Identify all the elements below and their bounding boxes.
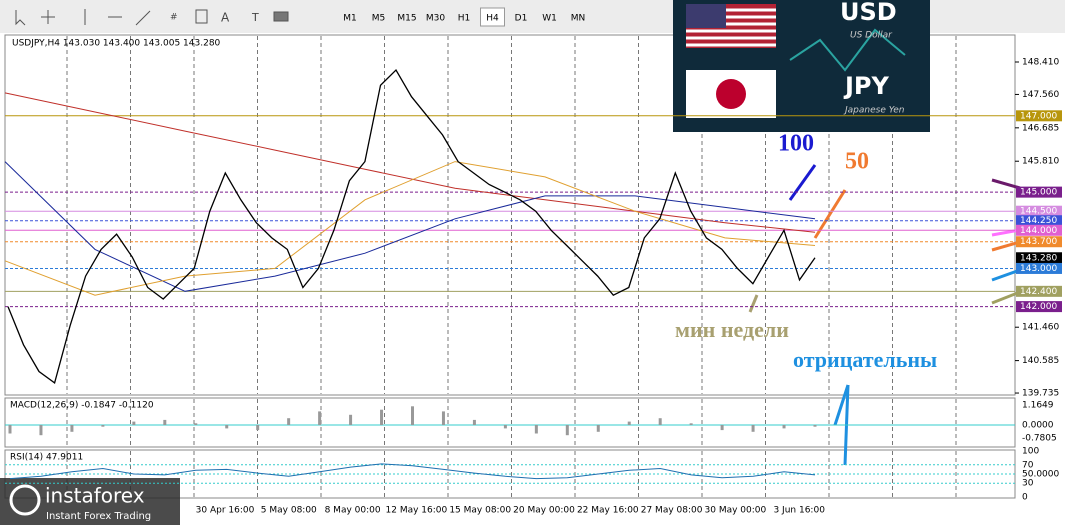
macd-tick-label: 1.1649 — [1022, 401, 1054, 411]
rsi-tick-label: 50.0000 — [1022, 470, 1059, 480]
svg-text:A: A — [221, 11, 230, 25]
ma200-line — [4, 92, 816, 233]
close-line — [7, 68, 816, 384]
price-level-tag — [1016, 224, 1062, 236]
price-level-label: 142.000 — [1020, 302, 1057, 312]
chart-header: USDJPY,H4 143.030 143.400 143.005 143.28… — [12, 39, 221, 49]
annotation-100: 100 — [778, 131, 814, 157]
price-level-label: 144.250 — [1020, 216, 1057, 226]
price-tick-label: 147.560 — [1022, 90, 1059, 100]
price-tick-label: 140.585 — [1022, 356, 1059, 366]
rsi-tick-label: 30 — [1022, 479, 1034, 489]
rsi-line — [9, 463, 816, 480]
price-level-label: 142.400 — [1020, 287, 1057, 297]
price-tick-label: 148.410 — [1022, 58, 1059, 68]
period-active — [480, 7, 505, 27]
price-tick-label: 139.735 — [1022, 389, 1059, 399]
time-label: 30 May 00:00 — [705, 506, 767, 516]
time-label: 20 May 00:00 — [513, 506, 575, 516]
time-label: 15 May 08:00 — [449, 506, 511, 516]
price-tick-label: 146.685 — [1022, 123, 1059, 133]
annotation-weekly-low: мин недели — [675, 317, 789, 342]
price-level-tag — [1016, 236, 1062, 248]
time-label: 30 Apr 16:00 — [196, 506, 255, 516]
logo: instaforex Instant Forex Trading — [0, 478, 180, 525]
period-button[interactable]: M15 — [397, 14, 416, 24]
ma50-line — [4, 161, 816, 296]
price-level-label: 147.000 — [1020, 111, 1057, 121]
logo-tagline: Instant Forex Trading — [46, 511, 151, 522]
period-button[interactable]: H1 — [458, 14, 471, 24]
macd-label: MACD(12,26,9) -0.1847 -0.1120 — [10, 401, 154, 411]
price-level-tag — [1016, 205, 1062, 217]
macd-tick-label: -0.7805 — [1022, 434, 1057, 444]
svg-text:T: T — [251, 11, 259, 24]
quote-name: Japanese Yen — [843, 106, 905, 116]
logo-name: instaforex — [45, 484, 145, 508]
period-button[interactable]: M30 — [426, 14, 445, 24]
ma100-line — [4, 161, 816, 292]
time-label: 27 May 08:00 — [641, 506, 703, 516]
period-button[interactable]: D1 — [515, 14, 528, 24]
time-label: 3 Jun 16:00 — [773, 506, 825, 516]
rsi-tick-label: 0 — [1022, 493, 1028, 503]
price-level-tag — [1016, 301, 1062, 313]
base-code: USD — [840, 0, 897, 26]
price-tick-label: 145.810 — [1022, 157, 1059, 167]
period-button[interactable]: M1 — [343, 14, 357, 24]
price-level-label: 144.000 — [1020, 226, 1057, 236]
price-level-tag — [1016, 186, 1062, 198]
rsi-tick-label: 70 — [1022, 460, 1034, 470]
annotation-negative: отрицательны — [793, 347, 937, 372]
rsi-tick-label: 100 — [1022, 447, 1039, 457]
rsi-label: RSI(14) 47.9011 — [10, 453, 83, 463]
price-level-label: 144.500 — [1020, 207, 1057, 217]
time-label: 8 May 00:00 — [325, 506, 381, 516]
main-pane — [4, 34, 1016, 396]
annotation-50: 50 — [845, 149, 869, 175]
quote-code: JPY — [843, 72, 890, 100]
price-tick-label: 141.460 — [1022, 323, 1059, 333]
price-level-label: 143.700 — [1020, 237, 1057, 247]
price-level-label: 143.280 — [1020, 253, 1057, 263]
price-level-tag — [1016, 110, 1062, 122]
period-button[interactable]: W1 — [542, 14, 557, 24]
price-level-tag — [1016, 252, 1062, 264]
macd-pane — [4, 397, 1016, 448]
svg-text:#: # — [170, 13, 178, 23]
price-level-label: 143.000 — [1020, 264, 1057, 274]
period-button[interactable]: MN — [571, 14, 586, 24]
base-name: US Dollar — [850, 31, 893, 41]
period-button[interactable]: M5 — [372, 14, 386, 24]
macd-tick-label: 0.0000 — [1022, 421, 1054, 431]
time-label: 12 May 16:00 — [386, 506, 448, 516]
price-level-tag — [1016, 285, 1062, 297]
price-level-tag — [1016, 215, 1062, 227]
price-level-tag — [1016, 262, 1062, 274]
price-level-label: 145.000 — [1020, 188, 1057, 198]
time-label: 5 May 08:00 — [261, 506, 317, 516]
period-button[interactable]: H4 — [486, 14, 499, 24]
time-label: 22 May 16:00 — [577, 506, 639, 516]
